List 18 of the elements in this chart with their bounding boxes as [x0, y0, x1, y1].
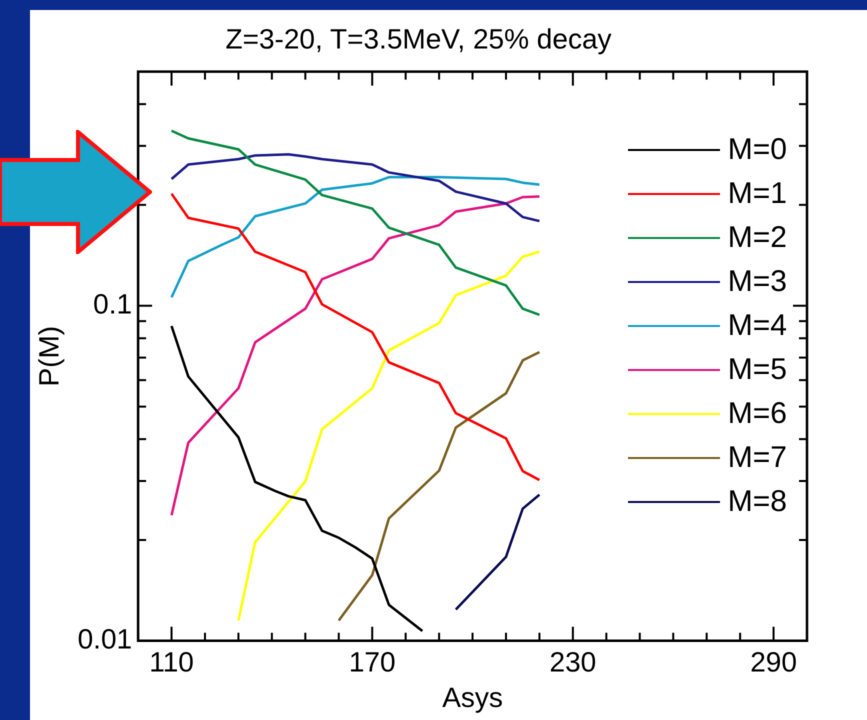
x-tick-label: 290 [750, 646, 797, 678]
y-tick-label: 0.01 [78, 624, 132, 655]
legend-label: M=0 [728, 132, 787, 168]
legend-label: M=3 [728, 264, 787, 300]
x-tick-label: 230 [550, 646, 596, 678]
legend-label: M=2 [728, 220, 787, 256]
legend-label: M=8 [728, 484, 787, 520]
y-axis-title: P(M) [34, 326, 65, 387]
x-tick-label: 170 [348, 646, 396, 678]
legend-label: M=6 [728, 396, 787, 432]
y-tick-label: 0.1 [93, 288, 132, 320]
legend-label: M=7 [728, 440, 787, 476]
chart-title: Z=3-20, T=3.5MeV, 25% decay [225, 24, 612, 55]
x-tick-label: 110 [149, 646, 194, 678]
x-axis-title: Asys [442, 682, 503, 713]
legend-label: M=4 [728, 308, 787, 344]
legend-label: M=1 [728, 176, 787, 212]
legend-label: M=5 [728, 352, 787, 388]
